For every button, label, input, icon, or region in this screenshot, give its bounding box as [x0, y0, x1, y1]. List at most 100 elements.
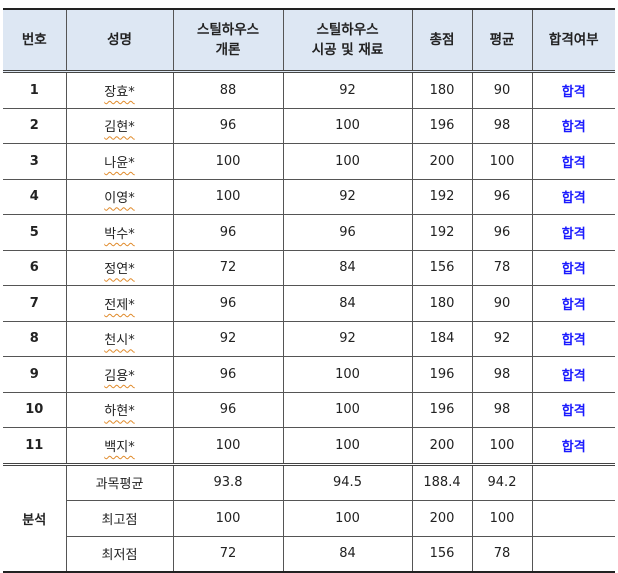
col-pass-cell: 합격 — [531, 320, 615, 357]
student-name: 김현* — [104, 120, 135, 136]
col-average-cell: 96 — [471, 178, 533, 215]
col-total-cell: 180 — [411, 285, 473, 322]
col-intro-cell: 72 — [172, 249, 284, 286]
col-number-cell: 2 — [3, 107, 67, 144]
col-number-cell: 8 — [3, 320, 67, 357]
header-col-total: 총점 — [411, 8, 473, 73]
table-row: 7 전제* 96 84 180 90 합격 — [3, 285, 615, 322]
analysis-col-construction-cell: 94.5 — [282, 463, 413, 501]
header-col-construction: 스틸하우스 시공 및 재료 — [282, 8, 413, 73]
analysis-col-pass-cell — [531, 535, 615, 573]
col-intro-cell: 96 — [172, 391, 284, 428]
col-name-cell: 정연* — [65, 249, 174, 286]
col-pass-cell: 합격 — [531, 391, 615, 428]
col-construction-cell: 100 — [282, 107, 413, 144]
col-pass-cell: 합격 — [531, 285, 615, 322]
analysis-col-pass-cell — [531, 463, 615, 501]
col-intro-cell: 88 — [172, 71, 284, 109]
analysis-col-name-cell: 최저점 — [66, 535, 174, 573]
col-intro-cell: 96 — [172, 107, 284, 144]
col-pass-cell: 합격 — [531, 107, 615, 144]
col-total-cell: 200 — [411, 427, 473, 466]
col-total-cell: 192 — [411, 178, 473, 215]
col-construction-cell: 96 — [282, 214, 413, 251]
col-number-cell: 5 — [3, 214, 67, 251]
col-total-cell: 192 — [411, 214, 473, 251]
col-construction-cell: 92 — [282, 178, 413, 215]
col-intro-cell: 96 — [172, 356, 284, 393]
col-average-cell: 98 — [471, 356, 533, 393]
col-number-cell: 7 — [3, 285, 67, 322]
student-name: 천시* — [104, 333, 135, 349]
table-row: 2 김현* 96 100 196 98 합격 — [3, 107, 615, 144]
student-name: 박수* — [104, 226, 135, 242]
col-name-cell: 전제* — [65, 285, 174, 322]
col-construction-cell: 84 — [282, 285, 413, 322]
col-total-cell: 184 — [411, 320, 473, 357]
col-name-cell: 하현* — [65, 391, 174, 428]
col-number-cell: 1 — [3, 71, 67, 109]
analysis-label: 분석 — [3, 463, 67, 573]
table-row: 9 김용* 96 100 196 98 합격 — [3, 356, 615, 393]
score-table: 번호 성명 스틸하우스 개론 스틸하우스 시공 및 재료 총점 평균 합격여부 1 장효* 88… — [3, 8, 615, 573]
col-average-cell: 100 — [471, 427, 533, 466]
col-pass-cell: 합격 — [531, 249, 615, 286]
analysis-col-name-cell: 최고점 — [66, 500, 174, 537]
table-row: 8 천시* 92 92 184 92 합격 — [3, 320, 615, 357]
col-number-cell: 4 — [3, 178, 67, 215]
student-name: 하현* — [104, 404, 135, 420]
col-total-cell: 156 — [411, 249, 473, 286]
student-name: 전제* — [104, 297, 135, 313]
analysis-col-intro-cell: 93.8 — [172, 463, 284, 501]
col-construction-cell: 100 — [282, 143, 413, 180]
analysis-col-construction-cell: 100 — [282, 500, 413, 537]
student-name: 이영* — [104, 191, 135, 207]
col-average-cell: 98 — [471, 107, 533, 144]
col-name-cell: 김용* — [65, 356, 174, 393]
header-col-average: 평균 — [471, 8, 533, 73]
col-intro-cell: 100 — [172, 143, 284, 180]
col-name-cell: 장효* — [65, 71, 174, 109]
col-pass-cell: 합격 — [531, 427, 615, 466]
col-average-cell: 90 — [471, 71, 533, 109]
col-pass-cell: 합격 — [531, 143, 615, 180]
col-intro-cell: 92 — [172, 320, 284, 357]
col-intro-cell: 96 — [172, 285, 284, 322]
col-intro-cell: 96 — [172, 214, 284, 251]
analysis-row: 분석 과목평균 93.8 94.5 188.4 94.2 — [3, 463, 615, 573]
col-name-cell: 나윤* — [65, 143, 174, 180]
header-col-name: 성명 — [65, 8, 174, 73]
col-construction-cell: 100 — [282, 427, 413, 466]
col-name-cell: 박수* — [65, 214, 174, 251]
col-pass-cell: 합격 — [531, 178, 615, 215]
header-col-number: 번호 — [3, 8, 67, 73]
col-name-cell: 김현* — [65, 107, 174, 144]
analysis-row: 최고점 100 100 200 100 — [3, 500, 615, 537]
table-row: 11 백지* 100 100 200 100 합격 — [3, 427, 615, 466]
col-total-cell: 196 — [411, 107, 473, 144]
col-pass-cell: 합격 — [531, 356, 615, 393]
col-construction-cell: 100 — [282, 356, 413, 393]
col-name-cell: 이영* — [65, 178, 174, 215]
analysis-col-average-cell: 78 — [471, 535, 533, 573]
table-row: 3 나윤* 100 100 200 100 합격 — [3, 143, 615, 180]
header-col-pass: 합격여부 — [531, 8, 615, 73]
col-pass-cell: 합격 — [531, 71, 615, 109]
student-name: 백지* — [104, 439, 135, 455]
col-name-cell: 천시* — [65, 320, 174, 357]
col-average-cell: 98 — [471, 391, 533, 428]
col-construction-cell: 92 — [282, 71, 413, 109]
col-construction-cell: 100 — [282, 391, 413, 428]
col-pass-cell: 합격 — [531, 214, 615, 251]
student-name: 장효* — [104, 84, 135, 100]
col-name-cell: 백지* — [65, 427, 174, 466]
analysis-col-average-cell: 94.2 — [471, 463, 533, 501]
analysis-row: 최저점 72 84 156 78 — [3, 535, 615, 573]
col-total-cell: 200 — [411, 143, 473, 180]
col-number-cell: 9 — [3, 356, 67, 393]
analysis-col-construction-cell: 84 — [282, 535, 413, 573]
header-col-intro: 스틸하우스 개론 — [172, 8, 284, 73]
analysis-col-total-cell: 188.4 — [411, 463, 473, 501]
col-total-cell: 196 — [411, 391, 473, 428]
col-total-cell: 196 — [411, 356, 473, 393]
